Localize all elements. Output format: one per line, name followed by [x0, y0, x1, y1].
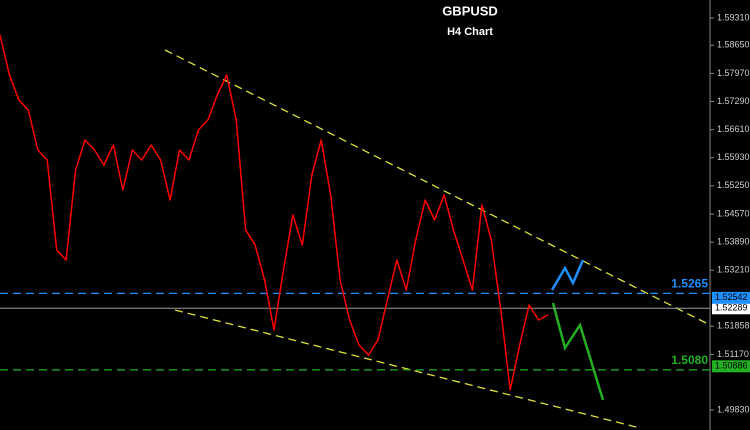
- chart-subtitle: H4 Chart: [447, 26, 493, 38]
- y-tick-label: 1.57970: [717, 68, 750, 78]
- trend-line: [164, 49, 711, 326]
- level-tag: [712, 291, 750, 304]
- chart-title: GBPUSD: [442, 3, 498, 18]
- bear-projection: [551, 302, 605, 401]
- y-tick-label: 1.59310: [717, 12, 750, 22]
- y-tick-label: 1.58650: [717, 40, 750, 50]
- level-tag: [712, 360, 750, 373]
- bull-projection: [550, 259, 585, 291]
- level-tag-label: 1.52542: [715, 292, 748, 302]
- y-tick-label: 1.49830: [717, 404, 750, 414]
- level-tag-label: 1.50886: [715, 361, 748, 371]
- trend-line: [174, 309, 641, 429]
- y-tick-label: 1.56610: [717, 124, 750, 134]
- y-tick-label: 1.55930: [717, 152, 750, 162]
- current-price-label: 1.52289: [715, 303, 748, 313]
- y-tick-label: 1.54570: [717, 208, 750, 218]
- y-tick-label: 1.51170: [717, 349, 749, 359]
- level-label: 1.5265: [671, 277, 708, 291]
- y-tick-label: 1.57290: [717, 96, 750, 106]
- y-tick-label: 1.53890: [717, 236, 750, 246]
- price-line: [0, 34, 549, 391]
- current-price-tag: [712, 302, 750, 315]
- y-tick-label: 1.53210: [717, 265, 750, 275]
- y-tick-label: 1.51858: [717, 321, 750, 331]
- y-tick-label: 1.55250: [717, 180, 750, 190]
- level-label: 1.5080: [671, 353, 708, 367]
